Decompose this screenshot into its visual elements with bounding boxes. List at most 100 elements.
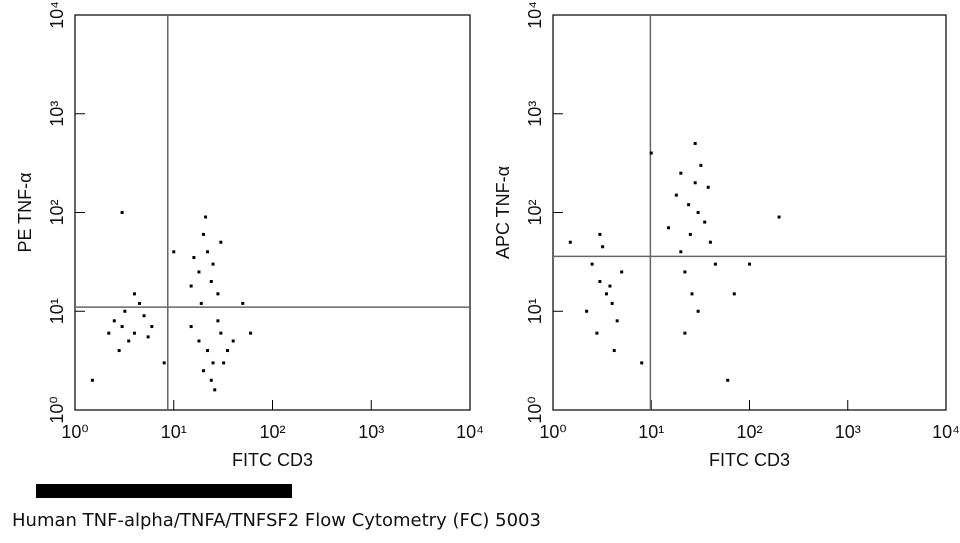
figure: 10⁰ 10¹ 10² 10³ 10⁴ 10⁰ 10¹ 10² 10³ 10⁴ FITC CD3 PE… (15, 1, 960, 470)
event-dot (231, 339, 235, 343)
y-tick-label: 10¹ (525, 298, 545, 324)
x-tick-label: 10³ (835, 422, 861, 442)
event-dot (706, 185, 710, 189)
event-dot (209, 280, 213, 284)
event-dot (598, 280, 602, 284)
x-tick-label: 10⁰ (539, 422, 566, 442)
event-dot (216, 292, 220, 296)
y-tick-label: 10⁴ (525, 1, 545, 29)
plot-frame (74, 14, 471, 411)
event-dot (206, 250, 210, 254)
event-dot (667, 226, 671, 230)
event-dot (162, 361, 166, 365)
event-dot (679, 250, 683, 254)
event-dot (612, 349, 616, 353)
y-tick-label: 10⁴ (47, 1, 67, 29)
event-dot (693, 181, 697, 185)
event-dot (127, 339, 131, 343)
event-dot (216, 319, 220, 323)
event-dot (189, 325, 193, 329)
event-dot (117, 349, 121, 353)
event-dot (687, 203, 691, 207)
event-dot (90, 378, 94, 382)
event-dot (197, 339, 201, 343)
y-tick-label: 10¹ (47, 298, 67, 324)
event-dot (199, 301, 203, 305)
y-tick-label: 10² (525, 199, 545, 225)
event-dot (201, 232, 205, 236)
y-tick-label: 10⁰ (525, 396, 545, 423)
event-dot (708, 240, 712, 244)
event-dot (213, 388, 217, 392)
event-dot (249, 331, 253, 335)
y-tick-label: 10⁰ (47, 396, 67, 423)
event-dot (674, 193, 678, 197)
event-dot (696, 309, 700, 313)
event-dot (142, 314, 146, 318)
event-dot (777, 215, 781, 219)
event-dot (219, 240, 223, 244)
x-tick-label: 10¹ (161, 422, 187, 442)
event-dot (604, 292, 608, 296)
y-tick-label: 10³ (47, 101, 67, 127)
event-dot (112, 319, 116, 323)
event-dot (690, 292, 694, 296)
event-dot (189, 284, 193, 288)
event-dot (703, 220, 707, 224)
event-dot (688, 232, 692, 236)
event-dot (225, 349, 229, 353)
y-axis-label: APC TNF-α (493, 166, 513, 259)
event-dot (150, 325, 154, 329)
event-dot (598, 232, 602, 236)
event-dot (241, 301, 245, 305)
event-dot (610, 301, 614, 305)
event-dot (120, 211, 124, 214)
x-tick-label: 10³ (358, 422, 384, 442)
event-dot (683, 270, 687, 274)
event-dot (595, 331, 599, 335)
event-dot (204, 215, 208, 219)
event-dot (608, 284, 612, 288)
event-dot (713, 262, 717, 266)
x-tick-label: 10¹ (638, 422, 664, 442)
event-dot (211, 361, 215, 365)
x-tick-label: 10² (259, 422, 285, 442)
redacted-bar (36, 484, 292, 498)
event-dot (172, 250, 176, 254)
event-dot (620, 270, 624, 274)
event-dot (696, 211, 700, 214)
event-dot (192, 256, 196, 260)
event-dot (649, 151, 653, 155)
event-dot (640, 361, 644, 365)
event-dot (209, 378, 213, 382)
event-dot (197, 270, 201, 274)
event-dot (590, 262, 594, 266)
x-tick-label: 10⁴ (932, 422, 960, 442)
event-dot (219, 331, 223, 335)
y-axis-label: PE TNF-α (15, 172, 35, 252)
event-dot (693, 141, 697, 145)
event-dot (138, 301, 142, 305)
event-dot (679, 171, 683, 175)
y-tick-label: 10² (47, 199, 67, 225)
event-dot (132, 331, 136, 335)
event-dot (601, 245, 605, 249)
event-dot (732, 292, 736, 296)
event-dot (120, 325, 124, 329)
event-dot (699, 163, 703, 167)
x-axis-label: FITC CD3 (232, 450, 313, 470)
event-dot (146, 335, 150, 339)
caption: Human TNF-alpha/TNFA/TNFSF2 Flow Cytomet… (12, 510, 541, 531)
event-dot (726, 378, 730, 382)
y-tick-label: 10³ (525, 101, 545, 127)
x-axis-label: FITC CD3 (709, 450, 790, 470)
event-dot (206, 349, 210, 353)
event-dot (615, 319, 619, 323)
plot-frame (552, 14, 947, 411)
event-dot (123, 309, 127, 313)
event-dot (222, 361, 226, 365)
x-tick-label: 10⁰ (61, 422, 88, 442)
x-tick-label: 10⁴ (456, 422, 484, 442)
x-tick-label: 10² (736, 422, 762, 442)
